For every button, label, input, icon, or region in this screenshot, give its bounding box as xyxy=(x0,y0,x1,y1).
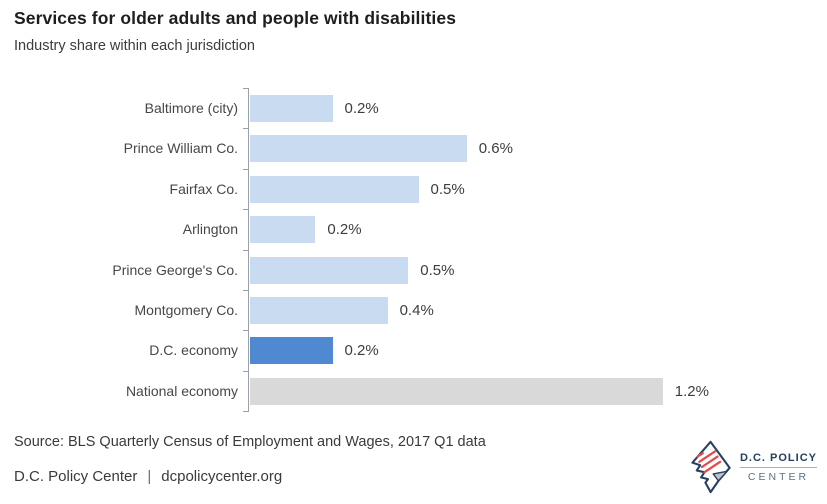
value-label: 0.5% xyxy=(430,180,465,198)
bar-row: D.C. economy 0.2% xyxy=(0,337,827,365)
value-label: 0.5% xyxy=(420,261,455,279)
axis-tick xyxy=(243,128,248,130)
value-label: 1.2% xyxy=(674,382,709,400)
dc-policy-center-logo: D.C. POLICY CENTER xyxy=(682,437,817,497)
source-note: Source: BLS Quarterly Census of Employme… xyxy=(14,434,486,450)
axis-tick xyxy=(243,370,248,372)
category-label: Fairfax Co. xyxy=(169,180,238,197)
bar-row: National economy 1.2% xyxy=(0,377,827,405)
bar-chart: Baltimore (city) 0.2% Prince William Co. 0.… xyxy=(0,88,827,412)
value-label: 0.6% xyxy=(478,140,513,158)
dc-map-flag-icon xyxy=(691,440,731,494)
bar-row: Baltimore (city) 0.2% xyxy=(0,95,827,122)
value-label: 0.4% xyxy=(399,302,434,319)
bar xyxy=(250,256,409,284)
axis-tick xyxy=(243,88,248,89)
category-label: Prince William Co. xyxy=(123,140,238,157)
bar xyxy=(250,135,467,163)
axis-tick xyxy=(243,168,248,170)
category-label: Prince George's Co. xyxy=(112,261,238,278)
bar xyxy=(250,95,333,122)
bar-row: Prince George's Co. 0.5% xyxy=(0,256,827,284)
brand-footer: D.C. Policy Center | dcpolicycenter.org xyxy=(14,468,282,485)
chart-title: Services for older adults and people wit… xyxy=(14,8,457,28)
category-label: Arlington xyxy=(182,221,238,238)
brand-name: D.C. Policy Center xyxy=(14,468,138,485)
bar xyxy=(250,175,419,203)
logo-line1: D.C. POLICY xyxy=(739,452,817,468)
axis-tick xyxy=(243,209,248,211)
chart-subtitle: Industry share within each jurisdiction xyxy=(14,38,255,54)
logo-text: D.C. POLICY CENTER xyxy=(739,452,817,483)
bar xyxy=(250,216,316,244)
footer-separator: | xyxy=(147,468,152,485)
bar xyxy=(250,337,333,365)
axis-tick xyxy=(243,249,248,251)
value-label: 0.2% xyxy=(344,100,379,117)
axis-tick xyxy=(243,289,248,291)
logo-line2: CENTER xyxy=(747,470,810,483)
bar xyxy=(250,377,663,405)
bar xyxy=(250,297,388,324)
value-label: 0.2% xyxy=(327,221,362,239)
bar-row: Prince William Co. 0.6% xyxy=(0,135,827,163)
category-label: Baltimore (city) xyxy=(144,100,238,116)
brand-website: dcpolicycenter.org xyxy=(161,468,283,485)
y-axis-line xyxy=(248,88,249,412)
value-label: 0.2% xyxy=(344,342,379,360)
bar-row: Arlington 0.2% xyxy=(0,216,827,244)
axis-tick xyxy=(243,330,248,332)
category-label: Montgomery Co. xyxy=(134,302,238,318)
bar-row: Montgomery Co. 0.4% xyxy=(0,297,827,324)
bar-row: Fairfax Co. 0.5% xyxy=(0,175,827,203)
category-label: National economy xyxy=(125,382,238,399)
category-label: D.C. economy xyxy=(149,342,238,359)
axis-tick xyxy=(243,411,248,412)
